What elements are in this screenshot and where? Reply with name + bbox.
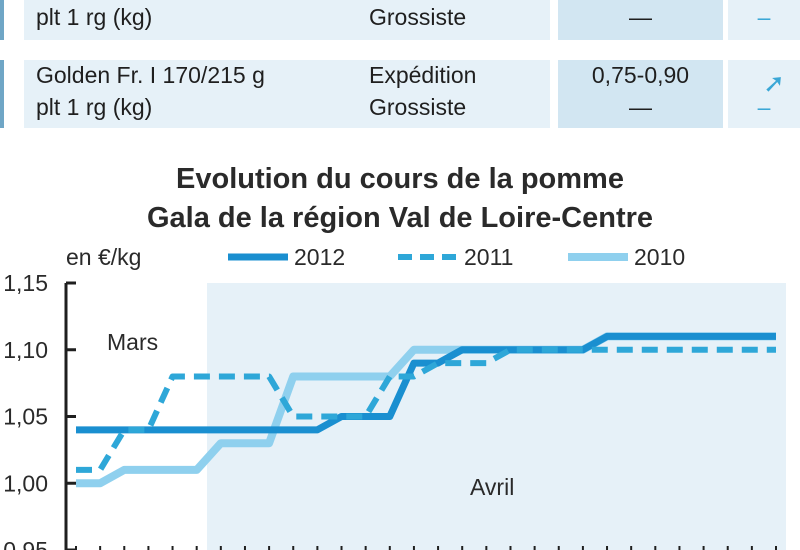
y-tick-label: 0,95 xyxy=(3,537,48,550)
axes: 1,15 1,10 1,05 1,00 0,95 xyxy=(3,270,777,550)
y-axis-label: en €/kg xyxy=(66,244,141,270)
legend-label-2010: 2010 xyxy=(634,244,685,270)
series-line-2012 xyxy=(76,332,776,434)
avril-band xyxy=(207,283,786,550)
y-tick-label: 1,05 xyxy=(3,404,48,430)
y-tick-label: 1,10 xyxy=(3,337,48,363)
price-value: — xyxy=(629,4,652,30)
product-label: plt 1 rg (kg) xyxy=(36,4,153,30)
chart-title: Evolution du cours de la pomme xyxy=(176,163,624,195)
price-table: plt 1 rg (kg) Grossiste — – Golden Fr. I… xyxy=(0,0,800,130)
legend-label-2012: 2012 xyxy=(294,244,345,270)
series-line-2011 xyxy=(76,346,776,473)
table-left-border xyxy=(0,60,4,128)
table-row: plt 1 rg (kg) Grossiste — – xyxy=(0,0,800,40)
y-tick-label: 1,15 xyxy=(3,270,48,296)
price-value: 0,75-0,90 xyxy=(591,62,690,88)
table-row: Golden Fr. I 170/215 g plt 1 rg (kg) Exp… xyxy=(0,60,800,128)
y-tick-label: 1,00 xyxy=(3,470,48,496)
trend-up-icon: ➚ xyxy=(763,68,785,98)
product-label-sub: plt 1 rg (kg) xyxy=(36,94,153,120)
chart-labels: en €/kg Mars Avril xyxy=(66,244,514,500)
series-lines xyxy=(76,332,776,488)
chart-subtitle: Gala de la région Val de Loire-Centre xyxy=(146,202,654,234)
price-value: — xyxy=(629,94,652,120)
legend: 2012 2011 2010 xyxy=(228,244,685,270)
market-stage: Grossiste xyxy=(369,94,467,120)
market-stage: Expédition xyxy=(369,62,477,88)
table-left-border xyxy=(0,0,4,40)
trend-dash: – xyxy=(757,4,771,30)
period-label-mars: Mars xyxy=(107,329,158,355)
product-label: Golden Fr. I 170/215 g xyxy=(36,62,265,88)
market-stage: Grossiste xyxy=(369,4,467,30)
legend-label-2011: 2011 xyxy=(464,244,513,270)
period-label-avril: Avril xyxy=(470,474,514,500)
trend-dash: – xyxy=(757,94,771,120)
